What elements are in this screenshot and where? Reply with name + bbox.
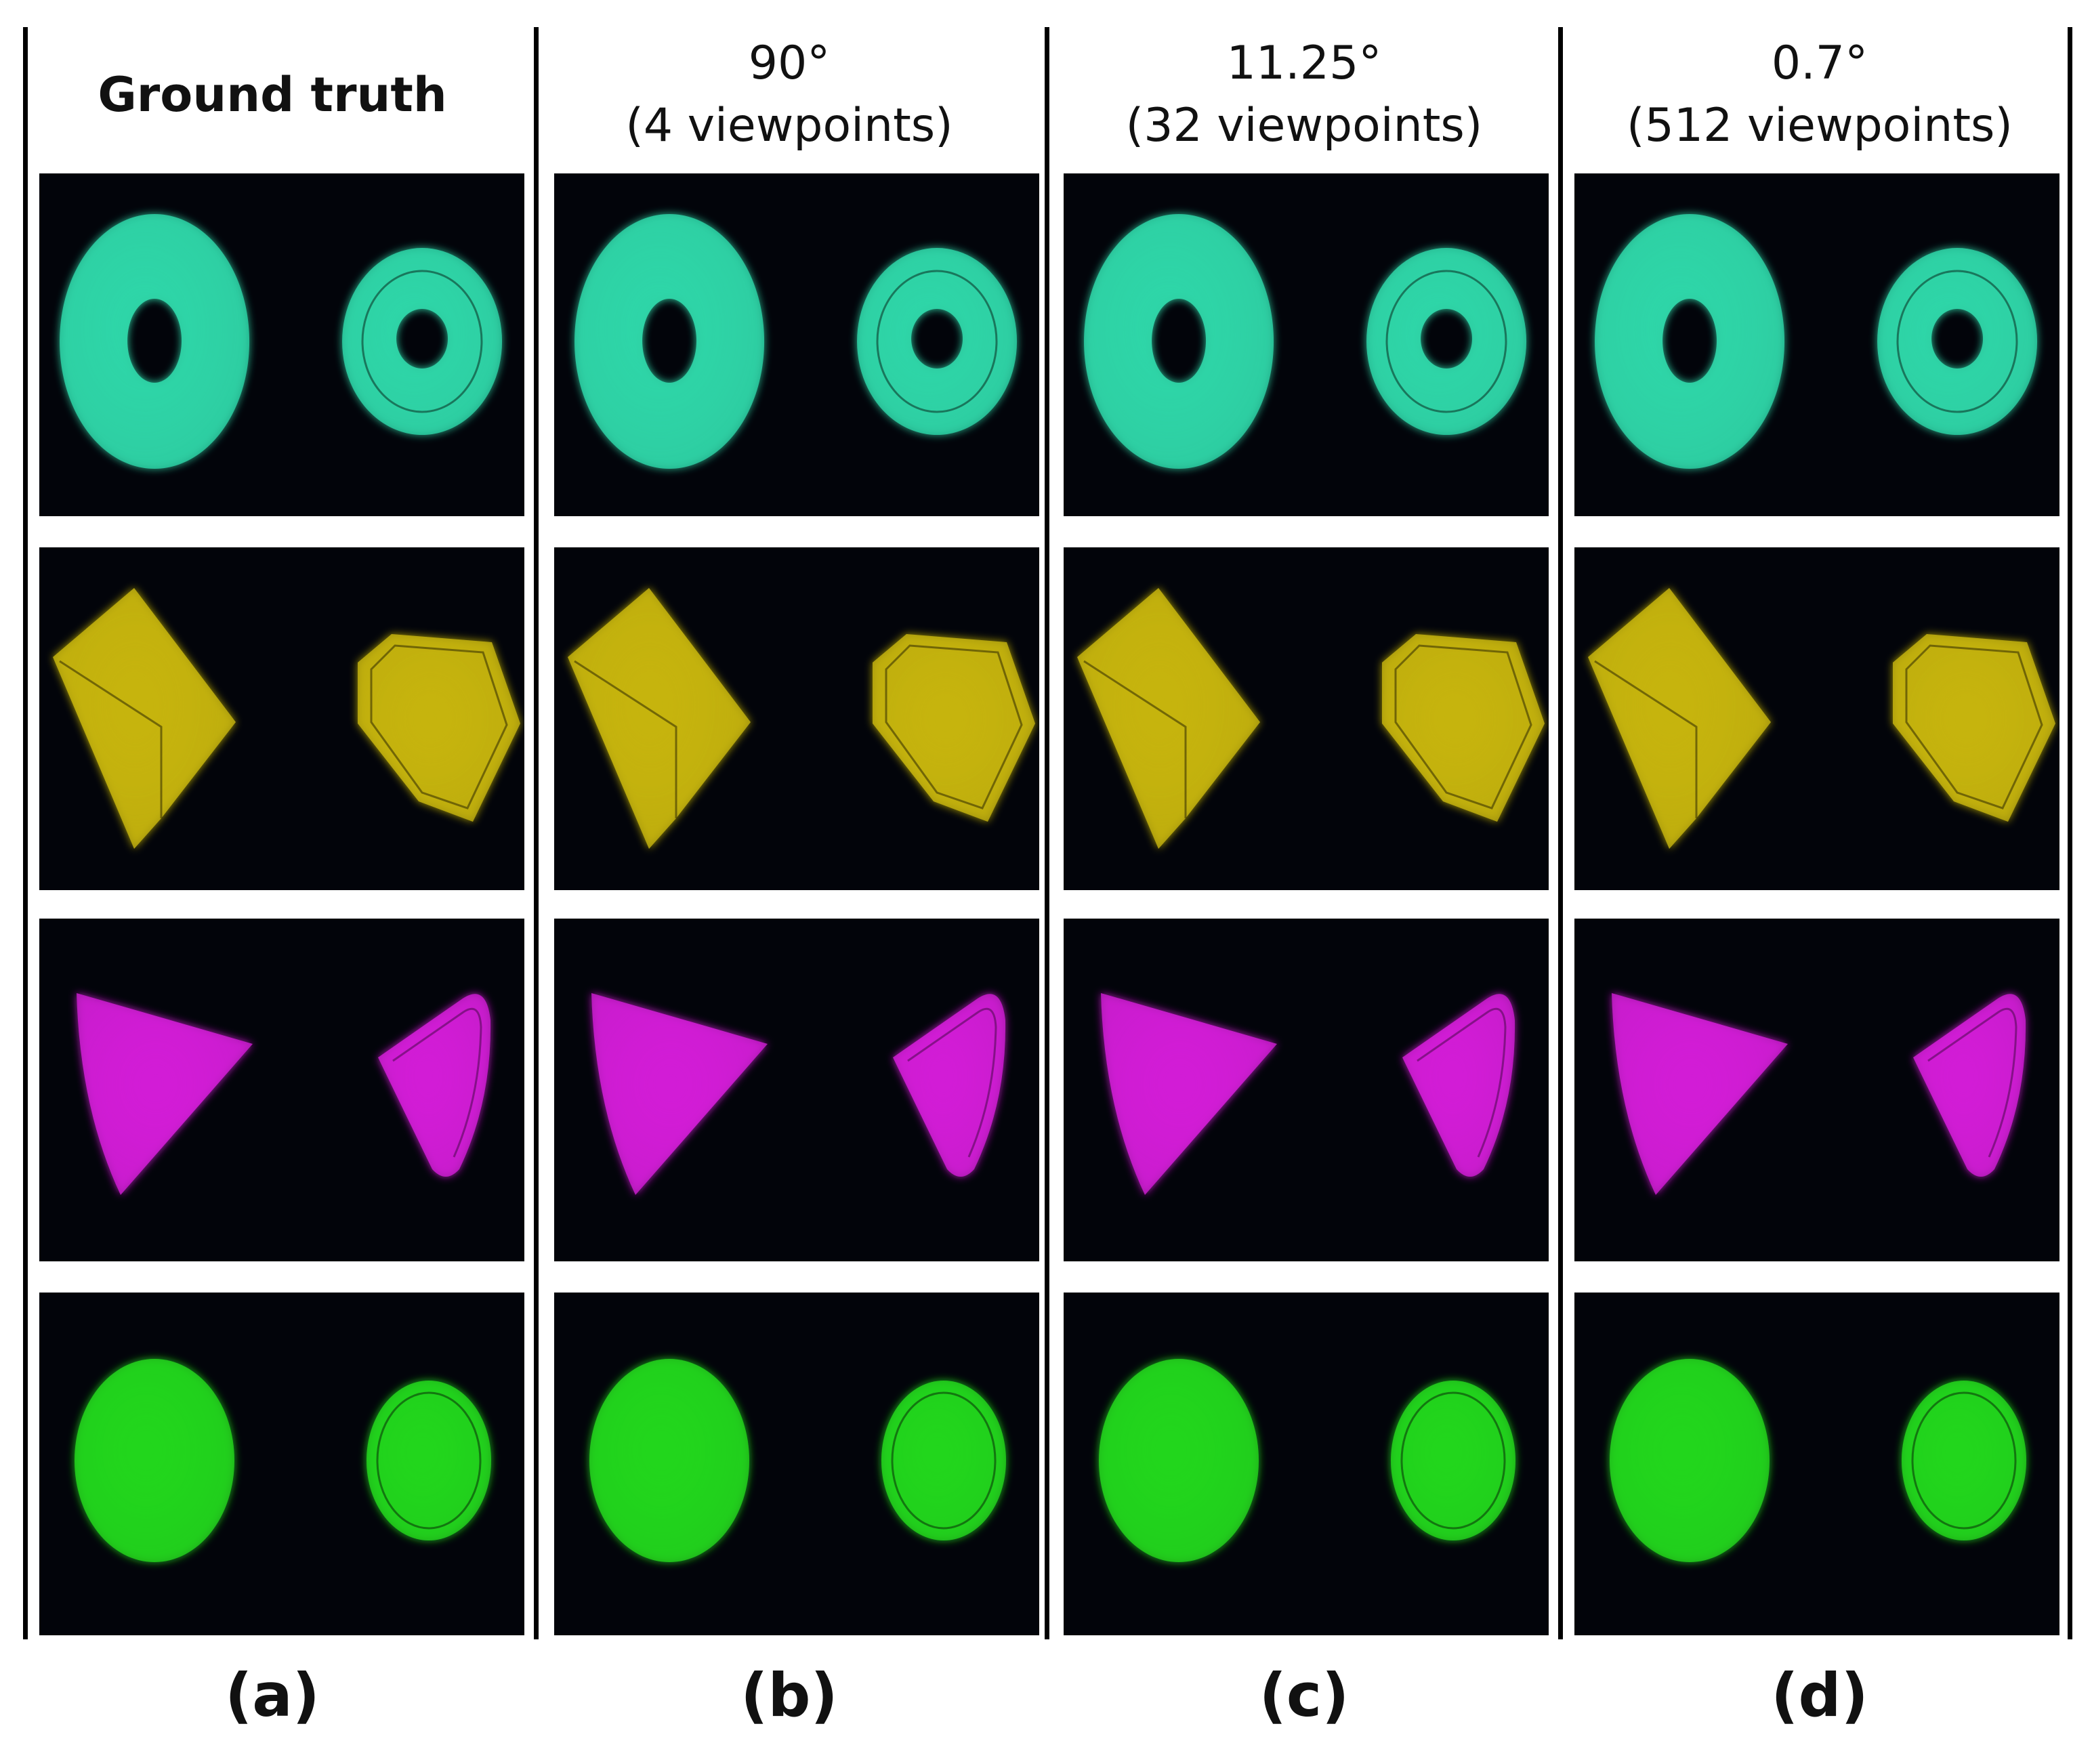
torus-front-view [60, 214, 250, 469]
sphere-icon [1610, 1359, 2026, 1562]
column-header-b: 90° (4 viewpoints) [539, 27, 1040, 163]
column-label-a: (a) [225, 1660, 320, 1730]
cube-side-view [1382, 634, 1545, 822]
cube-front-view [53, 588, 236, 849]
sphere-front-view [75, 1359, 234, 1562]
column-header-line1: 0.7° [1771, 37, 1868, 90]
cone-side-view [1913, 994, 2026, 1177]
cone-icon [591, 993, 1006, 1195]
column-header-line1: Ground truth [98, 67, 447, 123]
panel-a-sphere [39, 1293, 524, 1635]
panel-a-cube [39, 547, 524, 890]
cube-icon [568, 588, 1035, 849]
column-label-d: (d) [1771, 1660, 1868, 1730]
sphere-icon [589, 1359, 1006, 1562]
panel-b-cone [554, 919, 1039, 1261]
column-header-line2: (512 viewpoints) [1627, 99, 2013, 152]
sphere-front-view [589, 1359, 749, 1562]
column-header-line1: 11.25° [1226, 37, 1382, 90]
cube-side-view [358, 634, 520, 822]
panel-b-cube [554, 547, 1039, 890]
cube-side-view [873, 634, 1035, 822]
panel-c-cube [1064, 547, 1549, 890]
sphere-front-view [1099, 1359, 1259, 1562]
torus-front-view [1595, 214, 1785, 469]
cone-front-view [591, 993, 768, 1195]
sphere-front-view [1610, 1359, 1770, 1562]
column-header-line2: (4 viewpoints) [625, 99, 953, 152]
torus-front-view [574, 214, 765, 469]
sphere-icon [1099, 1359, 1515, 1562]
sphere-side-view [881, 1381, 1006, 1540]
column-divider [534, 27, 539, 1639]
column-divider [1045, 27, 1049, 1639]
cube-side-view [1893, 634, 2055, 822]
cone-front-view [1101, 993, 1277, 1195]
column-divider [23, 27, 28, 1639]
cone-icon [77, 993, 491, 1195]
torus-front-view [1084, 214, 1274, 469]
panel-d-cube [1574, 547, 2059, 890]
panel-c-torus [1064, 173, 1549, 516]
torus-side-view [342, 248, 503, 435]
torus-icon [574, 214, 1018, 469]
column-header-d: 0.7° (512 viewpoints) [1569, 27, 2070, 163]
sphere-side-view [1391, 1381, 1515, 1540]
sphere-side-view [367, 1381, 491, 1540]
panel-d-sphere [1574, 1293, 2059, 1635]
cube-icon [1588, 588, 2055, 849]
column-header-line2: (32 viewpoints) [1125, 99, 1483, 152]
panel-b-sphere [554, 1293, 1039, 1635]
panel-a-torus [39, 173, 524, 516]
cone-icon [1101, 993, 1515, 1195]
sphere-side-view [1902, 1381, 2026, 1540]
column-label-b: (b) [740, 1660, 838, 1730]
torus-side-view [857, 248, 1018, 435]
torus-icon [60, 214, 503, 469]
cube-icon [53, 588, 520, 849]
cone-front-view [1612, 993, 1788, 1195]
cone-side-view [378, 994, 491, 1177]
sphere-icon [75, 1359, 491, 1562]
torus-icon [1595, 214, 2038, 469]
torus-side-view [1366, 248, 1527, 435]
column-header-line1: 90° [748, 37, 831, 90]
column-divider [2068, 27, 2072, 1639]
panel-c-sphere [1064, 1293, 1549, 1635]
torus-icon [1084, 214, 1527, 469]
column-header-c: 11.25° (32 viewpoints) [1053, 27, 1555, 163]
cone-side-view [1402, 994, 1515, 1177]
cube-front-view [568, 588, 751, 849]
panel-c-cone [1064, 919, 1549, 1261]
column-header-a: Ground truth [22, 27, 523, 163]
panel-d-torus [1574, 173, 2059, 516]
cube-icon [1077, 588, 1545, 849]
torus-side-view [1877, 248, 2038, 435]
column-label-c: (c) [1259, 1660, 1350, 1730]
cube-front-view [1588, 588, 1771, 849]
cone-icon [1612, 993, 2026, 1195]
panel-a-cone [39, 919, 524, 1261]
panel-d-cone [1574, 919, 2059, 1261]
panel-b-torus [554, 173, 1039, 516]
cone-front-view [77, 993, 253, 1195]
cone-side-view [893, 994, 1006, 1177]
column-divider [1558, 27, 1563, 1639]
cube-front-view [1077, 588, 1260, 849]
